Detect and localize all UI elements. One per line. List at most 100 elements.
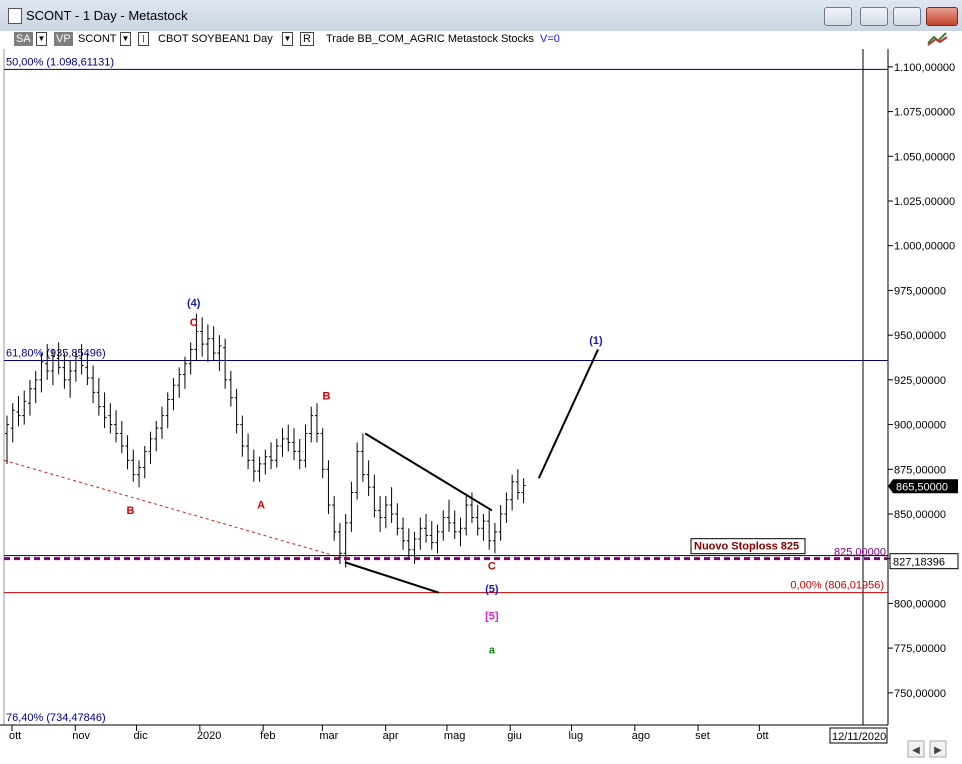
ohlc-bar <box>378 496 383 532</box>
ohlc-bar <box>102 392 107 429</box>
lower-wedge-line <box>344 561 440 594</box>
minimize-icon[interactable] <box>860 7 888 26</box>
ohlc-bar <box>240 415 245 457</box>
ohlc-bar <box>142 446 147 479</box>
fib-level-label: 76,40% (734,47846) <box>6 712 106 724</box>
ohlc-bar <box>314 403 319 443</box>
ohlc-bar <box>355 442 360 500</box>
ohlc-bar <box>429 521 434 550</box>
ohlc-bar <box>16 395 21 427</box>
ohlc-bar <box>269 442 274 470</box>
ohlc-bar <box>171 378 176 411</box>
x-tick-label: mag <box>444 730 465 742</box>
x-tick-label: apr <box>383 730 399 742</box>
ohlc-bar <box>56 342 61 375</box>
ohlc-bar <box>286 424 291 452</box>
wave-label: B <box>322 391 330 403</box>
ohlc-bar <box>137 460 142 488</box>
scroll-right-glyph: ▶ <box>934 745 942 756</box>
ohlc-bar <box>10 403 15 443</box>
wave-label: A <box>257 500 265 512</box>
ohlc-bar <box>194 313 199 361</box>
scroll-left-icon[interactable] <box>907 740 925 758</box>
x-tick-label: ott <box>9 730 21 742</box>
wave-label: B <box>126 505 134 517</box>
r-button[interactable]: R <box>300 32 314 46</box>
period-dropdown-icon[interactable]: ▼ <box>282 32 293 46</box>
period-label: 1 Day <box>244 33 273 45</box>
fib-level-label: 0,00% (806,01956) <box>790 580 884 592</box>
ohlc-bar <box>297 438 302 470</box>
ohlc-bar <box>498 505 503 541</box>
x-tick-label: giu <box>507 730 522 742</box>
ohlc-bar <box>119 420 124 454</box>
ohlc-bar <box>464 496 469 536</box>
ohlc-bar <box>349 481 354 532</box>
ohlc-bar <box>487 510 492 550</box>
y-tick-label: 775,00000 <box>894 643 946 655</box>
ohlc-bar <box>372 474 377 518</box>
window-title: SCONT - 1 Day - Metastock <box>26 8 188 23</box>
y-tick-label: 1.000,00000 <box>894 241 955 253</box>
ohlc-bar <box>27 379 32 416</box>
ohlc-bar <box>492 522 497 554</box>
ohlc-bar <box>389 487 394 523</box>
sa-dropdown-icon[interactable]: ▼ <box>36 32 47 46</box>
chart-background <box>0 49 962 764</box>
ohlc-bar <box>228 370 233 407</box>
y-tick-label: 1.075,00000 <box>894 107 955 119</box>
vp-button[interactable]: VP <box>54 32 73 46</box>
info-toggle-icon[interactable]: | <box>138 32 149 46</box>
price-chart[interactable]: 1.100,00000 1.075,00000 1.050,00000 1.025,0… <box>0 49 962 764</box>
y-tick-label: 800,00000 <box>894 598 946 610</box>
wave-label: (1) <box>589 335 603 347</box>
ohlc-bar <box>395 503 400 536</box>
ohlc-bar <box>159 406 164 439</box>
y-tick-label: 750,00000 <box>894 688 946 700</box>
ohlc-bar <box>292 428 297 461</box>
close-icon[interactable] <box>926 7 958 26</box>
ohlc-bar <box>274 438 279 468</box>
x-tick-label: set <box>695 730 710 742</box>
restore-icon[interactable] <box>824 7 852 26</box>
ohlc-bar <box>303 424 308 468</box>
sa-button[interactable]: SA <box>14 32 33 46</box>
x-tick-label: mar <box>319 730 338 742</box>
ohlc-bar <box>200 317 205 357</box>
ohlc-bar <box>62 353 67 389</box>
ohlc-bar <box>154 420 159 452</box>
ohlc-bar <box>246 433 251 470</box>
ohlc-bar <box>131 449 136 482</box>
date-cursor-label: 12/11/2020 <box>832 731 886 743</box>
ohlc-bar <box>50 349 55 386</box>
scroll-left-glyph: ◀ <box>912 745 920 756</box>
ohlc-bar <box>114 410 119 443</box>
chart-tools-icon[interactable] <box>926 29 950 47</box>
ohlc-bar <box>401 517 406 550</box>
x-tick-label: ott <box>756 730 768 742</box>
wave-label: (4) <box>187 298 201 310</box>
ohlc-bar <box>79 344 84 375</box>
ohlc-bar <box>441 510 446 541</box>
y-tick-label: 975,00000 <box>894 285 946 297</box>
ohlc-bar <box>366 460 371 497</box>
scroll-right-icon[interactable] <box>929 740 947 758</box>
ohlc-bar <box>263 449 268 475</box>
ohlc-bar <box>458 517 463 547</box>
ohlc-bar <box>45 344 50 380</box>
y-tick-label: 1.050,00000 <box>894 151 955 163</box>
ohlc-bar <box>68 360 73 398</box>
y-tick-label: 850,00000 <box>894 509 946 521</box>
ohlc-bar <box>125 435 130 470</box>
ohlc-bar <box>33 370 38 404</box>
maximize-icon[interactable] <box>893 7 921 26</box>
y-tick-label: 1.025,00000 <box>894 196 955 208</box>
x-tick-label: ago <box>632 730 650 742</box>
ohlc-bar <box>504 492 509 523</box>
ohlc-bar <box>510 474 515 511</box>
wave-label: C <box>488 560 496 572</box>
x-tick-label: feb <box>260 730 275 742</box>
symbol-dropdown-icon[interactable]: ▼ <box>120 32 131 46</box>
info-label: Trade BB_COM_AGRIC Metastock Stocks <box>326 33 535 45</box>
ohlc-bar <box>182 356 187 389</box>
